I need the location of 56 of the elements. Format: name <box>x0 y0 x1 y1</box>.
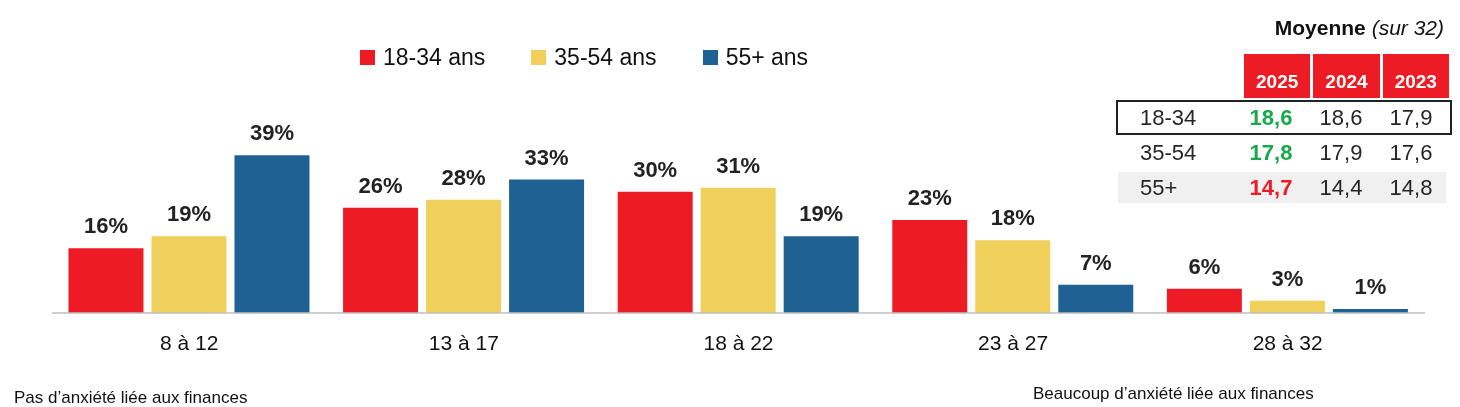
legend-label: 18-34 ans <box>382 44 486 71</box>
text: 18,6 <box>1249 104 1293 130</box>
data-label: 16% <box>83 213 128 239</box>
data-label: 3% <box>1271 265 1304 291</box>
data-label: 18% <box>990 205 1035 231</box>
data-label: 19% <box>799 201 844 227</box>
legend-label: 35-54 ans <box>553 44 657 71</box>
bar <box>700 187 776 313</box>
legend-label: 55+ ans <box>724 44 809 71</box>
data-label: 23% <box>907 185 952 210</box>
bar <box>1058 284 1134 313</box>
category-label: 2023 <box>1382 54 1449 98</box>
data-label: 39% <box>249 120 294 146</box>
category-label: 55+ <box>1140 174 1178 200</box>
text: 14,7 <box>1249 174 1293 200</box>
bar <box>975 240 1051 313</box>
bar <box>1249 300 1325 313</box>
bar <box>783 236 859 313</box>
category-label: 2025 <box>1244 54 1311 98</box>
data-label: 31% <box>716 152 761 178</box>
bar <box>1166 288 1242 313</box>
text: Beaucoup d’anxiété liée aux finances <box>1033 384 1314 404</box>
bar <box>892 220 968 313</box>
text: 17,6 <box>1389 139 1433 165</box>
data-label: 33% <box>524 144 569 170</box>
bar <box>234 155 310 313</box>
text: Pas d’anxiété liée aux finances <box>14 388 248 407</box>
x-tick-label: 28 à 32 <box>1252 330 1323 354</box>
category-label: 35-54 <box>1140 139 1197 165</box>
text: 14,4 <box>1319 174 1363 200</box>
text: 17,9 <box>1389 104 1433 130</box>
text: 17,9 <box>1319 139 1363 165</box>
data-label: 6% <box>1188 253 1221 279</box>
category-label: 18-34 <box>1140 104 1197 130</box>
data-label: 19% <box>166 201 211 227</box>
data-label: 28% <box>441 164 486 190</box>
category-label: 2024 <box>1313 54 1380 98</box>
data-label: 30% <box>633 156 678 182</box>
data-label: 1% <box>1354 273 1387 299</box>
text: 14,8 <box>1389 174 1433 200</box>
data-label: 26% <box>358 172 403 198</box>
bar <box>151 236 227 313</box>
x-tick-label: 8 à 12 <box>160 330 219 354</box>
text: 17,8 <box>1249 139 1293 165</box>
x-tick-label: 13 à 17 <box>428 330 499 354</box>
bar <box>343 207 419 313</box>
bar <box>617 191 693 313</box>
text: Moyenne <box>1274 16 1366 39</box>
x-tick-label: 23 à 27 <box>978 330 1049 354</box>
bar <box>426 199 502 313</box>
bar <box>509 179 585 313</box>
data-label: 7% <box>1079 249 1112 275</box>
text: (sur 32) <box>1371 16 1444 39</box>
text: 18,6 <box>1319 104 1363 130</box>
bar <box>68 248 144 313</box>
x-tick-label: 18 à 22 <box>703 330 774 354</box>
